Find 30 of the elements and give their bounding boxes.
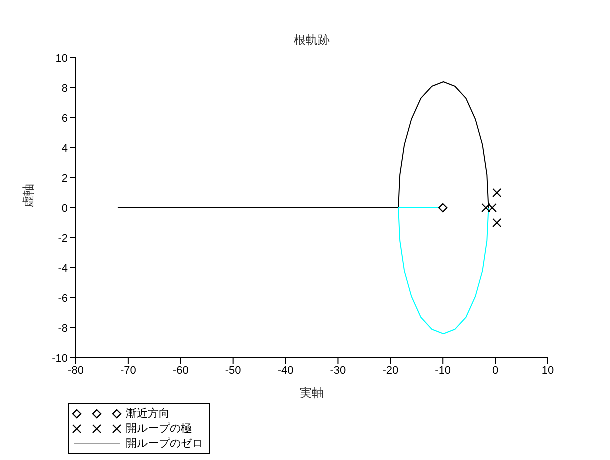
y-tick-label: 2: [62, 172, 68, 185]
y-tick-label: -2: [58, 232, 68, 245]
point: [438, 203, 448, 213]
x-tick-label: -80: [68, 364, 84, 377]
y-tick-label: -4: [58, 262, 68, 275]
x-tick-label: -10: [435, 364, 452, 377]
y-tick-label: -10: [52, 352, 68, 365]
y-tick-label: 10: [56, 52, 68, 65]
chart-title: 根軌跡: [294, 33, 330, 47]
y-tick-label: 6: [62, 112, 68, 125]
x-tick-label: -50: [225, 364, 242, 377]
legend-label: 漸近方向: [126, 406, 170, 421]
y-tick-label: 4: [62, 142, 68, 155]
y-axis-title: 虚軸: [21, 184, 36, 208]
legend-label: 開ループの極: [126, 422, 192, 436]
y-tick-label: -8: [58, 322, 68, 335]
x-tick-label: -30: [330, 364, 346, 377]
y-tick-label: 0: [62, 202, 68, 215]
x-axis-title: 実軸: [300, 386, 324, 400]
x-tick-label: -40: [278, 364, 294, 377]
y-tick-label: 8: [62, 82, 68, 95]
point: [492, 188, 502, 198]
point: [492, 218, 502, 228]
legend-label: 開ループのゼロ: [126, 436, 203, 451]
y-tick-label: -6: [58, 292, 68, 305]
x-tick-label: -70: [120, 364, 136, 377]
x-tick-label: 0: [492, 364, 499, 377]
x-tick-label: -20: [382, 364, 399, 377]
x-tick-label: 10: [542, 364, 554, 377]
x-tick-label: -60: [172, 364, 189, 377]
